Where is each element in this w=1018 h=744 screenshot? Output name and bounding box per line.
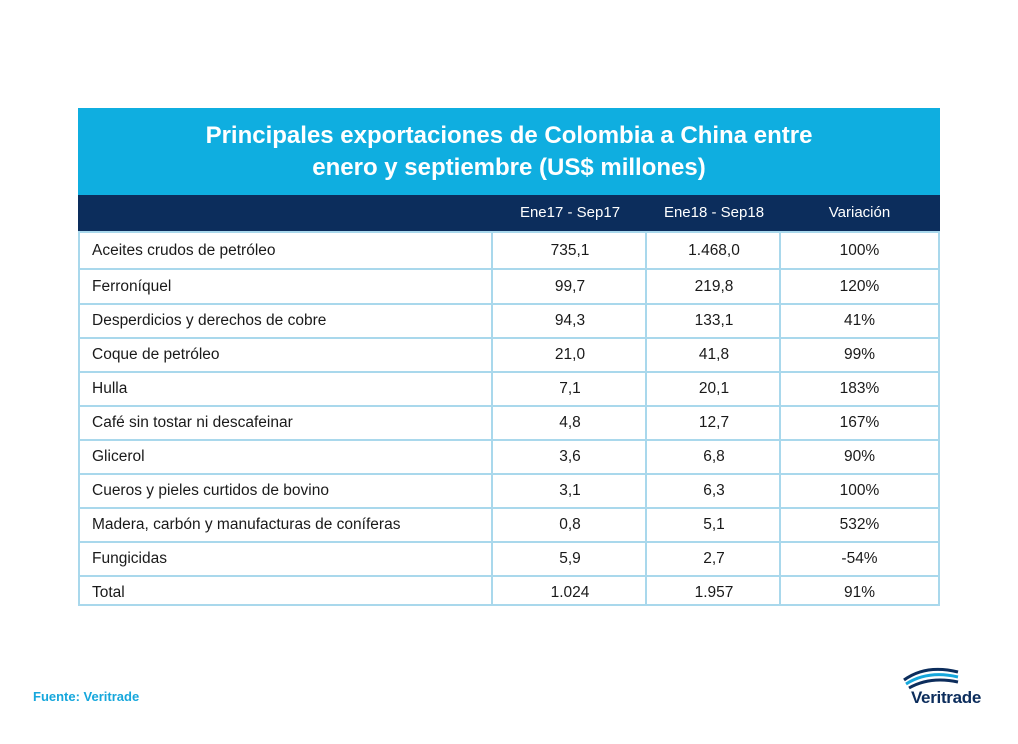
table-row-total: Total 1.024 1.957 91%: [80, 577, 938, 608]
cell-v18: 5,1: [703, 516, 725, 533]
cell-var: 100%: [839, 482, 880, 499]
row-label: Hulla: [92, 380, 128, 397]
row-label: Glicerol: [92, 448, 145, 465]
row-label: Aceites crudos de petróleo: [92, 241, 276, 259]
cell-v18: 133,1: [694, 312, 734, 329]
row-label: Cueros y pieles curtidos de bovino: [92, 482, 329, 499]
column-header-ene18-sep18: Ene18 - Sep18: [663, 204, 765, 221]
cell-v17: 7,1: [559, 380, 581, 397]
cell-v18: 1.957: [694, 583, 734, 601]
table-row: Desperdicios y derechos de cobre 94,3 133,…: [80, 305, 938, 339]
table-row: Coque de petróleo 21,0 41,8 99%: [80, 339, 938, 373]
table-row: Fungicidas 5,9 2,7 -54%: [80, 543, 938, 577]
cell-var: 90%: [843, 448, 876, 465]
row-label: Fungicidas: [92, 550, 167, 567]
source-note: Fuente: Veritrade: [33, 689, 140, 704]
table-row: Hulla 7,1 20,1 183%: [80, 373, 938, 407]
cell-v18: 219,8: [694, 277, 734, 295]
cell-var: 91%: [843, 583, 876, 601]
table-row: Glicerol 3,6 6,8 90%: [80, 441, 938, 475]
row-label: Madera, carbón y manufacturas de conífer…: [92, 516, 401, 533]
table-body: Aceites crudos de petróleo 735,1 1.468,0 10…: [78, 231, 940, 606]
cell-v17: 0,8: [559, 516, 581, 533]
cell-v18: 41,8: [698, 346, 730, 363]
cell-v17: 21,0: [554, 346, 586, 363]
cell-var: 532%: [839, 516, 880, 533]
column-divider: [645, 233, 647, 604]
cell-v17: 3,6: [559, 448, 581, 465]
table-row: Ferroníquel 99,7 219,8 120%: [80, 270, 938, 305]
cell-var: 99%: [843, 346, 876, 363]
cell-v17: 5,9: [559, 550, 581, 567]
row-label: Café sin tostar ni descafeinar: [92, 414, 293, 431]
column-divider: [491, 233, 493, 604]
row-label: Coque de petróleo: [92, 346, 220, 363]
table-row: Madera, carbón y manufacturas de conífer…: [80, 509, 938, 543]
cell-var: 120%: [839, 277, 880, 295]
cell-v18: 2,7: [703, 550, 725, 567]
cell-v17: 4,8: [559, 414, 581, 431]
cell-v18: 6,8: [703, 448, 725, 465]
cell-v17: 99,7: [554, 277, 586, 295]
exports-table-card: Principales exportaciones de Colombia a …: [78, 108, 940, 606]
veritrade-logo-mark: [903, 667, 959, 690]
cell-v17: 3,1: [559, 482, 581, 499]
cell-v18: 12,7: [698, 414, 730, 431]
cell-v17: 735,1: [550, 241, 590, 259]
row-label: Desperdicios y derechos de cobre: [92, 312, 327, 329]
column-divider: [779, 233, 781, 604]
veritrade-logo: Veritrade: [896, 666, 996, 726]
cell-v18: 1.468,0: [688, 241, 740, 259]
veritrade-logo-text: Veritrade: [910, 688, 982, 707]
table-row: Café sin tostar ni descafeinar 4,8 12,7 167…: [80, 407, 938, 441]
table-row: Cueros y pieles curtidos de bovino 3,1 6,3…: [80, 475, 938, 509]
cell-var: 183%: [839, 380, 880, 397]
table-header: Ene17 - Sep17 Ene18 - Sep18 Variación: [78, 195, 940, 231]
table-row: Aceites crudos de petróleo 735,1 1.468,0 10…: [80, 233, 938, 270]
cell-var: 100%: [839, 241, 880, 259]
cell-var: 167%: [839, 414, 880, 431]
row-label: Ferroníquel: [92, 277, 172, 295]
cell-var: 41%: [843, 312, 876, 329]
cell-v17: 1.024: [550, 583, 590, 601]
table-title-line-2: enero y septiembre (US$ millones): [312, 153, 706, 181]
cell-v17: 94,3: [554, 312, 586, 329]
cell-var: -54%: [841, 550, 878, 567]
column-header-variacion: Variación: [828, 204, 891, 221]
column-header-ene17-sep17: Ene17 - Sep17: [519, 204, 621, 221]
table-title-line-1: Principales exportaciones de Colombia a …: [205, 121, 813, 149]
cell-v18: 20,1: [698, 380, 730, 397]
table-title: Principales exportaciones de Colombia a …: [78, 108, 940, 195]
row-label: Total: [92, 583, 125, 601]
cell-v18: 6,3: [703, 482, 725, 499]
